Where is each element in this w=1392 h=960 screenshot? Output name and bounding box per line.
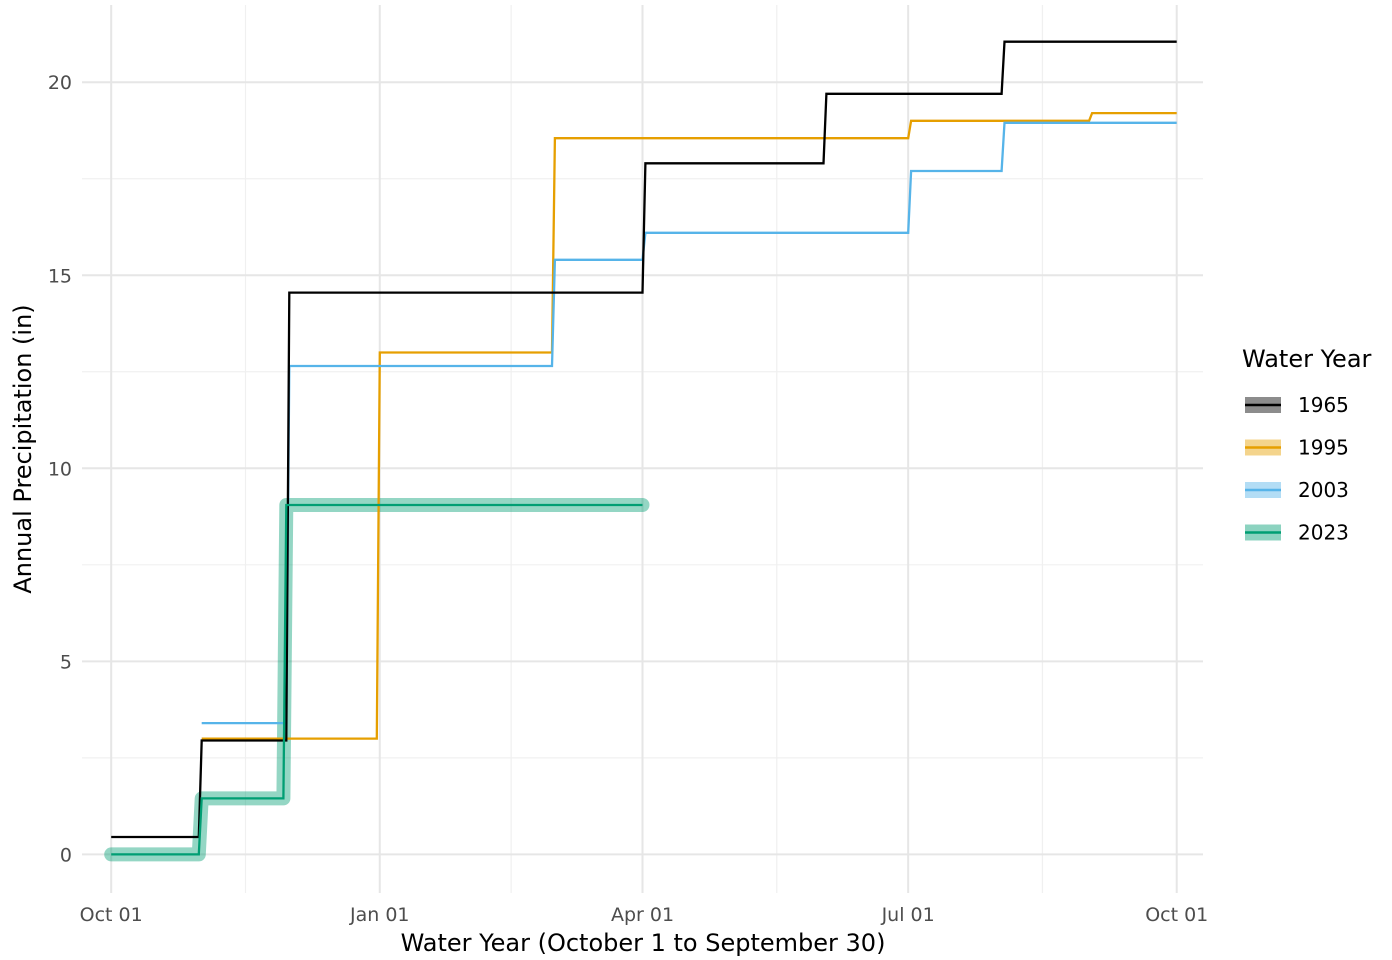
legend-item: 1965 bbox=[1245, 393, 1349, 417]
y-tick-label: 0 bbox=[60, 844, 72, 866]
y-tick-label: 10 bbox=[48, 458, 72, 480]
legend-label: 1995 bbox=[1298, 436, 1349, 460]
legend: Water Year 1965 1995 2003 2023 bbox=[1242, 345, 1372, 545]
x-axis-title: Water Year (October 1 to September 30) bbox=[401, 929, 886, 957]
legend-item: 2023 bbox=[1245, 521, 1349, 545]
legend-label: 2023 bbox=[1298, 521, 1349, 545]
legend-item: 1995 bbox=[1245, 436, 1349, 460]
legend-label: 1965 bbox=[1298, 393, 1349, 417]
y-tick-label: 20 bbox=[48, 72, 72, 94]
legend-item: 2003 bbox=[1245, 478, 1349, 502]
x-tick-label: Oct 01 bbox=[1145, 904, 1208, 926]
series-line-1995 bbox=[201, 111, 1177, 740]
series-line-2003 bbox=[201, 121, 1177, 725]
y-axis-title: Annual Precipitation (in) bbox=[9, 304, 37, 593]
series-line-2023 bbox=[111, 503, 643, 856]
x-tick-label: Jan 01 bbox=[349, 904, 410, 926]
x-tick-label: Oct 01 bbox=[80, 904, 143, 926]
legend-items: 1965 1995 2003 2023 bbox=[1245, 393, 1349, 545]
x-tick-label: Jul 01 bbox=[881, 904, 935, 926]
y-tick-label: 5 bbox=[60, 651, 72, 673]
legend-title: Water Year bbox=[1242, 345, 1372, 373]
x-tick-label: Apr 01 bbox=[611, 904, 674, 926]
plot-lines bbox=[104, 40, 1177, 862]
y-tick-label: 15 bbox=[48, 265, 72, 287]
legend-label: 2003 bbox=[1298, 478, 1349, 502]
x-tick-labels: Oct 01 Jan 01 Apr 01 Jul 01 Oct 01 bbox=[80, 904, 1209, 926]
series-line-1965 bbox=[111, 40, 1177, 839]
y-tick-labels: 0 5 10 15 20 bbox=[48, 72, 72, 866]
